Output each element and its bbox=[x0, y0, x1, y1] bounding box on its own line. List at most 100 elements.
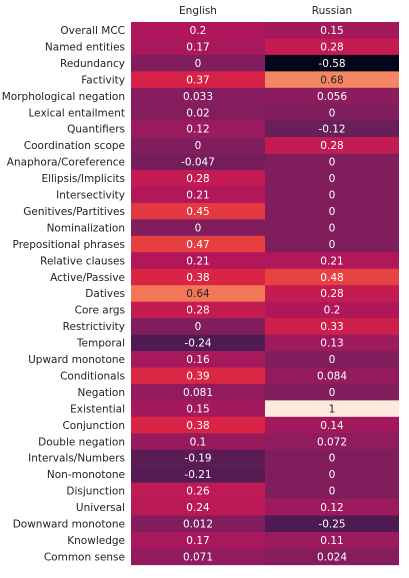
heatmap-cell bbox=[131, 449, 265, 467]
row-label: Relative clauses bbox=[40, 255, 125, 267]
heatmap-cell bbox=[265, 285, 399, 302]
heatmap-cell bbox=[131, 466, 265, 483]
cell-value-label: 0.012 bbox=[183, 519, 213, 531]
cell-value-label: 1 bbox=[329, 403, 336, 415]
heatmap-cell bbox=[131, 416, 265, 434]
cell-value-label: -0.25 bbox=[318, 519, 345, 531]
cell-value-label: 0.38 bbox=[186, 420, 209, 432]
heatmap-cell bbox=[265, 22, 399, 39]
heatmap-cell bbox=[265, 170, 399, 187]
heatmap-cell bbox=[131, 202, 265, 220]
row-label: Double negation bbox=[38, 436, 125, 448]
heatmap-cell bbox=[131, 87, 265, 105]
row-label: Intersectivity bbox=[56, 190, 125, 202]
heatmap-cell bbox=[131, 351, 265, 368]
row-label: Lexical entailment bbox=[29, 107, 126, 119]
heatmap-cell bbox=[265, 466, 399, 483]
cell-value-label: 0.072 bbox=[317, 436, 347, 448]
cell-value-label: 0 bbox=[329, 173, 336, 185]
row-label: Active/Passive bbox=[50, 272, 125, 284]
cell-value-label: 0 bbox=[329, 387, 336, 399]
cell-value-label: 0 bbox=[329, 222, 336, 234]
heatmap-cell bbox=[131, 383, 265, 401]
cell-value-label: -0.21 bbox=[184, 469, 211, 481]
heatmap-cell bbox=[131, 170, 265, 187]
cell-value-label: 0.033 bbox=[183, 91, 213, 103]
cell-value-label: 0.17 bbox=[186, 41, 209, 53]
cell-value-label: 0.38 bbox=[186, 272, 209, 284]
heatmap-cell bbox=[265, 235, 399, 253]
heatmap-cell bbox=[131, 104, 265, 121]
cell-value-label: 0.1 bbox=[190, 436, 207, 448]
cell-value-label: 0.21 bbox=[186, 255, 209, 267]
row-label: Disjunction bbox=[66, 486, 125, 498]
heatmap-cell bbox=[131, 38, 265, 56]
cell-value-label: 0 bbox=[195, 222, 202, 234]
cell-value-label: 0 bbox=[329, 190, 336, 202]
heatmap-cell bbox=[131, 515, 265, 533]
cell-value-label: 0.47 bbox=[186, 239, 209, 251]
heatmap-cell bbox=[265, 252, 399, 270]
heatmap-cell bbox=[265, 416, 399, 434]
cell-value-label: 0.024 bbox=[317, 551, 347, 563]
heatmap-cell bbox=[131, 54, 265, 72]
cell-value-label: 0.28 bbox=[320, 140, 343, 152]
row-label: Conjunction bbox=[62, 420, 125, 432]
cell-value-label: 0.33 bbox=[320, 321, 343, 333]
cell-value-label: 0 bbox=[329, 157, 336, 169]
heatmap-cell bbox=[131, 252, 265, 270]
row-label: Datives bbox=[85, 288, 125, 300]
cell-value-label: 0.28 bbox=[186, 305, 209, 317]
heatmap-cell bbox=[265, 54, 399, 72]
heatmap-cell bbox=[265, 482, 399, 500]
heatmap-cell bbox=[265, 318, 399, 335]
heatmap-cell bbox=[131, 235, 265, 253]
heatmap-cell bbox=[131, 548, 265, 566]
heatmap-cell bbox=[131, 71, 265, 89]
heatmap-cell bbox=[131, 531, 265, 549]
cell-value-label: 0.2 bbox=[324, 305, 341, 317]
heatmap-cell bbox=[265, 219, 399, 237]
row-label: Coordination scope bbox=[24, 140, 125, 152]
heatmap-cell bbox=[265, 449, 399, 467]
cell-value-label: 0 bbox=[195, 140, 202, 152]
row-label: Anaphora/Coreference bbox=[7, 157, 125, 169]
heatmap-cell bbox=[131, 137, 265, 154]
row-labels: Overall MCC Named entities Redundancy Facti… bbox=[2, 25, 125, 563]
heatmap-cell bbox=[131, 219, 265, 237]
heatmap-cell bbox=[265, 367, 399, 385]
row-label: Knowledge bbox=[67, 535, 125, 547]
column-labels: English Russian bbox=[179, 5, 352, 17]
heatmap-cell bbox=[265, 531, 399, 549]
heatmap-cell bbox=[265, 153, 399, 171]
heatmap-cell bbox=[131, 499, 265, 516]
cell-value-label: 0 bbox=[329, 354, 336, 366]
heatmap-cell bbox=[131, 301, 265, 319]
column-label: English bbox=[179, 5, 217, 17]
cell-value-label: -0.24 bbox=[184, 338, 211, 350]
heatmap-cell bbox=[265, 351, 399, 368]
cell-value-label: 0.28 bbox=[320, 41, 343, 53]
heatmap-cells: 0.2 0.15 0.17 0.28 0 -0.58 0.37 0.68 0.033 0.056 0… bbox=[131, 22, 399, 566]
cell-value-label: 0.26 bbox=[186, 486, 210, 498]
heatmap-cell bbox=[265, 137, 399, 154]
heatmap-cell bbox=[131, 268, 265, 286]
row-label: Factivity bbox=[81, 74, 125, 86]
cell-value-label: -0.047 bbox=[181, 157, 215, 169]
cell-value-label: 0.02 bbox=[186, 107, 209, 119]
cell-value-label: 0 bbox=[329, 453, 336, 465]
cell-value-label: 0.39 bbox=[186, 370, 209, 382]
cell-value-label: -0.19 bbox=[184, 453, 211, 465]
cell-value-label: 0.64 bbox=[186, 288, 210, 300]
heatmap-cell bbox=[265, 334, 399, 352]
heatmap-cell bbox=[131, 433, 265, 450]
cell-value-label: 0.16 bbox=[186, 354, 210, 366]
cell-value-label: 0.12 bbox=[320, 502, 343, 514]
row-label: Restrictivity bbox=[63, 321, 125, 333]
row-label: Negation bbox=[77, 387, 125, 399]
cell-value-label: 0.45 bbox=[186, 206, 209, 218]
row-label: Downward monotone bbox=[13, 519, 125, 531]
cell-value-label: 0.48 bbox=[320, 272, 343, 284]
cell-value-label: 0.15 bbox=[320, 25, 343, 37]
